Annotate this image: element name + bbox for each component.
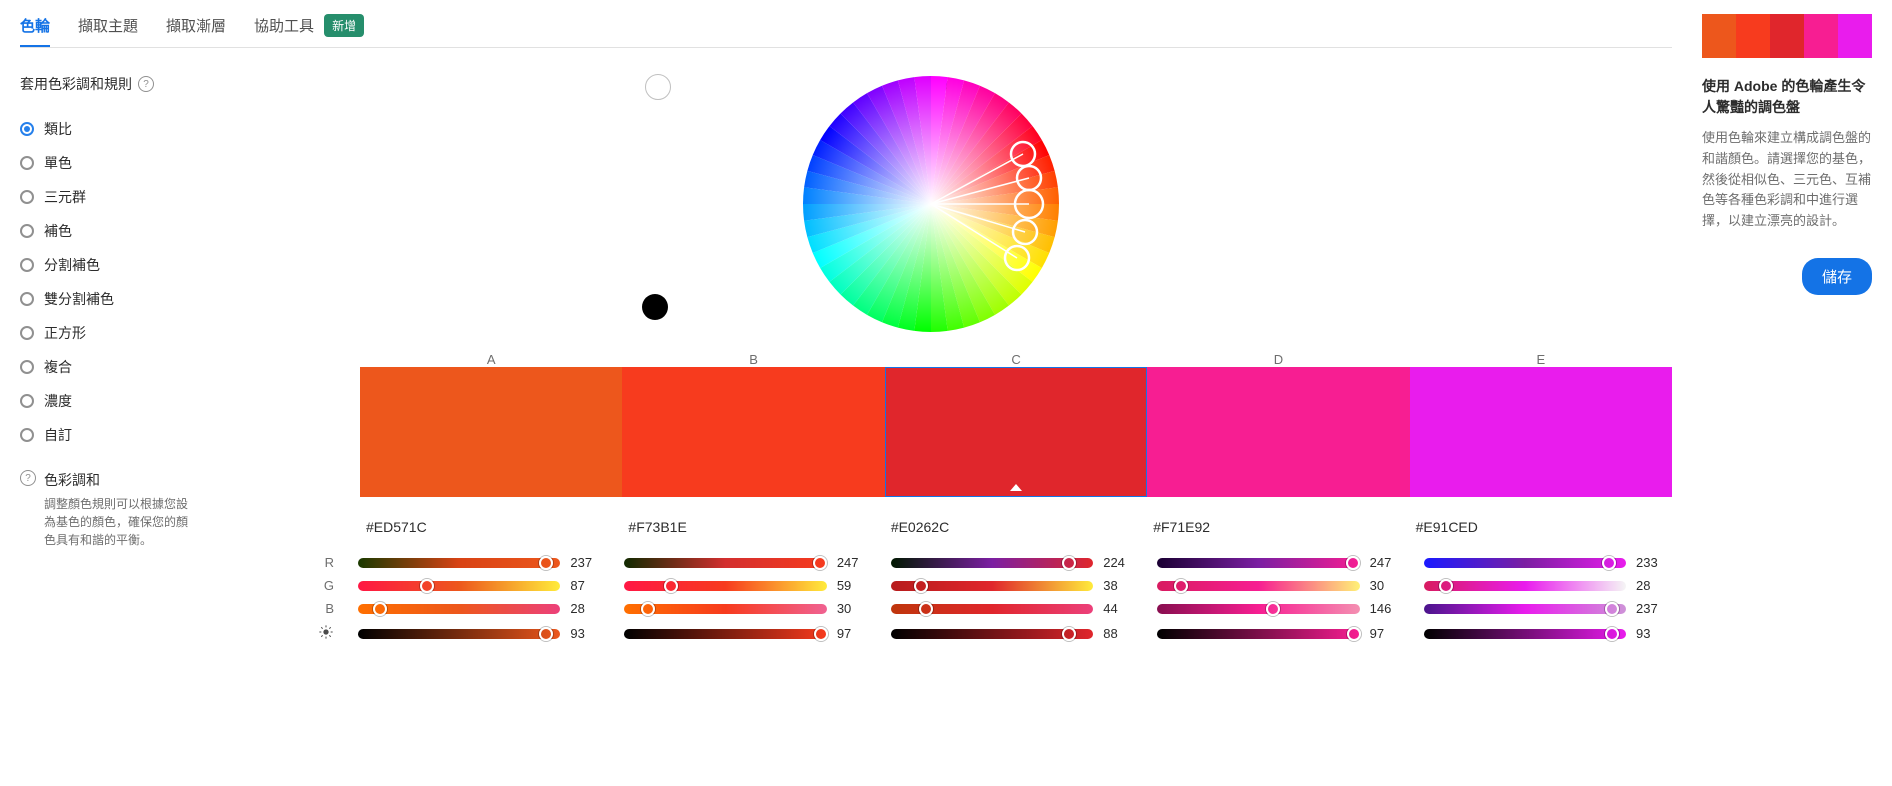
rule-5[interactable]: 雙分割補色 <box>20 282 190 316</box>
radio-icon <box>20 122 34 136</box>
slider[interactable] <box>1157 581 1359 591</box>
tab-extract-theme[interactable]: 擷取主題 <box>78 15 138 36</box>
rule-7[interactable]: 複合 <box>20 350 190 384</box>
radio-icon <box>20 258 34 272</box>
slider[interactable] <box>624 581 826 591</box>
help-icon[interactable]: ? <box>138 76 154 92</box>
slider[interactable] <box>358 604 560 614</box>
rule-4[interactable]: 分割補色 <box>20 248 190 282</box>
slider[interactable] <box>358 629 560 639</box>
slider[interactable] <box>1424 629 1626 639</box>
slider[interactable] <box>358 581 560 591</box>
swatch-1[interactable] <box>622 367 884 497</box>
slider[interactable] <box>1157 558 1359 568</box>
color-wheel[interactable] <box>801 74 1061 334</box>
hex-0[interactable]: #ED571C <box>360 519 622 535</box>
tab-wheel[interactable]: 色輪 <box>20 15 50 36</box>
rule-1[interactable]: 單色 <box>20 146 190 180</box>
hex-3[interactable]: #F71E92 <box>1147 519 1409 535</box>
slider[interactable] <box>1424 604 1626 614</box>
tab-extract-gradient[interactable]: 擷取漸層 <box>166 15 226 36</box>
black-point[interactable] <box>642 294 668 320</box>
slider[interactable] <box>1424 581 1626 591</box>
slider[interactable] <box>891 604 1093 614</box>
slider[interactable] <box>358 558 560 568</box>
radio-icon <box>20 156 34 170</box>
white-point[interactable] <box>645 74 671 100</box>
color-wheel-area <box>190 74 1672 334</box>
help-icon[interactable]: ? <box>20 470 36 486</box>
rule-9[interactable]: 自訂 <box>20 418 190 452</box>
swatch-row <box>360 367 1672 497</box>
new-badge: 新增 <box>324 14 364 37</box>
slider[interactable] <box>1157 629 1359 639</box>
rule-3[interactable]: 補色 <box>20 214 190 248</box>
brightness-icon <box>190 624 340 643</box>
swatch-2[interactable] <box>885 367 1147 497</box>
hex-2[interactable]: #E0262C <box>885 519 1147 535</box>
radio-icon <box>20 224 34 238</box>
radio-icon <box>20 394 34 408</box>
save-button[interactable]: 儲存 <box>1802 258 1872 295</box>
right-title: 使用 Adobe 的色輪產生令人驚豔的調色盤 <box>1702 76 1872 118</box>
slider[interactable] <box>1424 558 1626 568</box>
palette-preview <box>1702 14 1872 58</box>
slider[interactable] <box>624 604 826 614</box>
hex-4[interactable]: #E91CED <box>1410 519 1672 535</box>
hex-1[interactable]: #F73B1E <box>622 519 884 535</box>
rules-title: 套用色彩調和規則 ? <box>20 74 190 94</box>
swatch-4[interactable] <box>1410 367 1672 497</box>
rule-8[interactable]: 濃度 <box>20 384 190 418</box>
rule-6[interactable]: 正方形 <box>20 316 190 350</box>
radio-icon <box>20 326 34 340</box>
slider[interactable] <box>891 581 1093 591</box>
slider[interactable] <box>891 629 1093 639</box>
rule-0[interactable]: 類比 <box>20 112 190 146</box>
slider[interactable] <box>624 558 826 568</box>
right-desc: 使用色輪來建立構成調色盤的和諧顏色。請選擇您的基色，然後從相似色、三元色、互補色… <box>1702 128 1872 232</box>
rule-2[interactable]: 三元群 <box>20 180 190 214</box>
swatch-3[interactable] <box>1147 367 1409 497</box>
radio-icon <box>20 360 34 374</box>
tab-accessibility[interactable]: 協助工具 <box>254 15 314 36</box>
radio-icon <box>20 428 34 442</box>
harmony-desc: 調整顏色規則可以根據您設為基色的顏色，確保您的顏色具有和諧的平衡。 <box>44 497 188 547</box>
slider[interactable] <box>624 629 826 639</box>
slider[interactable] <box>891 558 1093 568</box>
radio-icon <box>20 292 34 306</box>
swatch-0[interactable] <box>360 367 622 497</box>
radio-icon <box>20 190 34 204</box>
slider[interactable] <box>1157 604 1359 614</box>
harmony-title: 色彩調和 <box>44 470 190 491</box>
tabs: 色輪 擷取主題 擷取漸層 協助工具 新增 <box>20 14 1672 48</box>
